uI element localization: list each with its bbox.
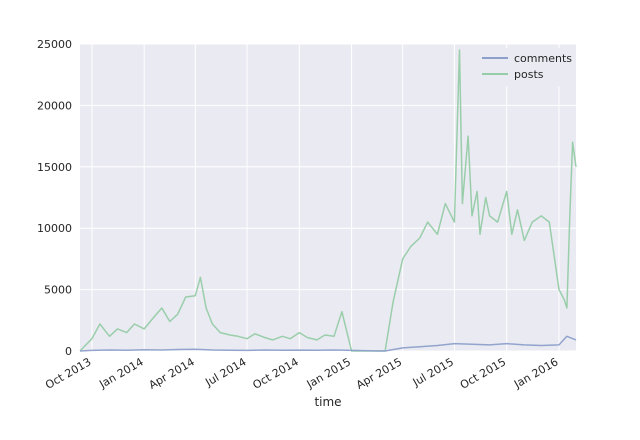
x-axis-ticks: Oct 2013 Jan 2014 Apr 2014 Jul 2014 Oct 2014…: [43, 355, 560, 392]
x-tick-label: Jul 2015: [410, 355, 456, 389]
legend-label-posts: posts: [514, 68, 544, 81]
y-axis-ticks: 0 5000 10000 15000 20000 25000: [37, 38, 72, 358]
y-tick-label: 10000: [37, 222, 72, 235]
x-tick-label: Jan 2014: [96, 355, 145, 391]
x-tick-label: Jan 2016: [511, 355, 560, 391]
x-tick-label: Oct 2015: [458, 355, 508, 392]
x-tick-label: Apr 2014: [147, 355, 197, 392]
plot-background: [80, 44, 576, 351]
y-tick-label: 5000: [44, 284, 72, 297]
series-line-posts: [79, 49, 577, 352]
y-tick-label: 20000: [37, 99, 72, 112]
x-tick-label: Apr 2015: [354, 355, 404, 392]
x-axis-label: time: [314, 395, 341, 409]
series-lines: [79, 49, 577, 352]
y-tick-label: 15000: [37, 161, 72, 174]
series-line-comments: [79, 335, 577, 352]
x-tick-label: Oct 2014: [251, 355, 301, 392]
legend-box: [476, 48, 572, 86]
x-tick-label: Jan 2015: [304, 355, 353, 391]
x-tick-label: Jul 2014: [202, 355, 248, 389]
legend: comments posts: [476, 48, 572, 86]
y-tick-label: 25000: [37, 38, 72, 51]
legend-label-comments: comments: [514, 52, 572, 65]
y-tick-label: 0: [65, 345, 72, 358]
x-tick-label: Oct 2013: [43, 355, 93, 392]
